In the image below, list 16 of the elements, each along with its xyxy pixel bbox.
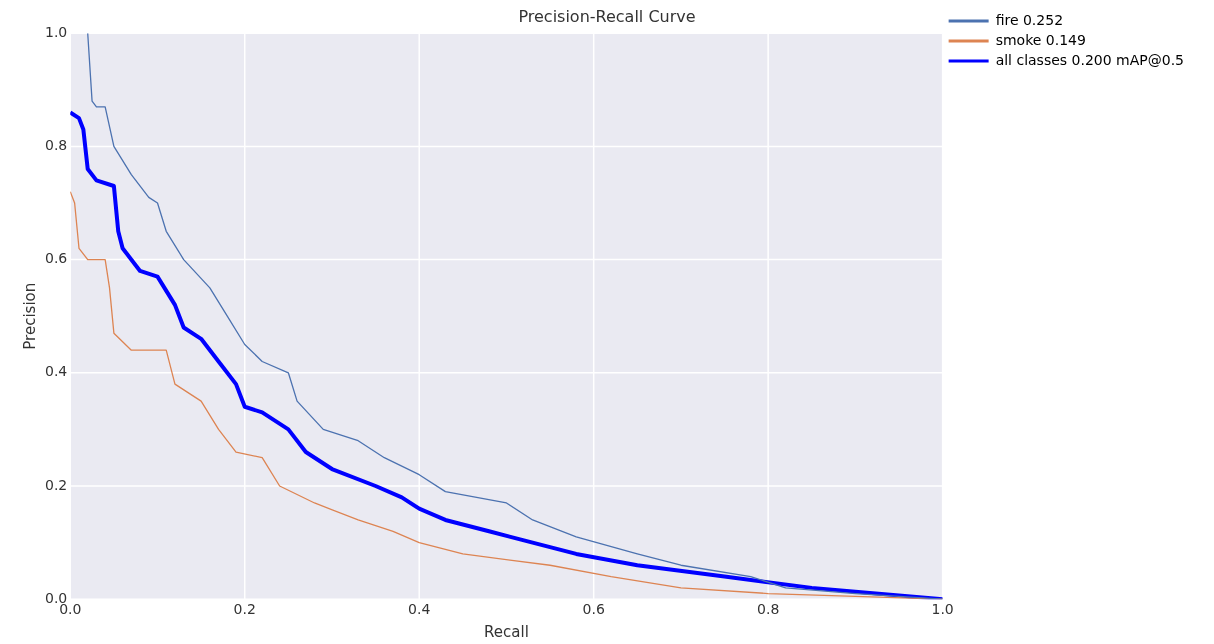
y-tick-label: 0.8 bbox=[45, 137, 68, 154]
x-tick-label: 1.0 bbox=[931, 601, 954, 618]
chart-title: Precision-Recall Curve bbox=[518, 6, 696, 26]
legend-label: fire 0.252 bbox=[995, 11, 1064, 28]
x-axis-title: Recall bbox=[484, 622, 529, 641]
y-tick-label: 0.4 bbox=[45, 363, 68, 380]
y-axis-title: Precision bbox=[20, 282, 39, 350]
y-tick-label: 0.2 bbox=[45, 476, 68, 493]
legend-label: all classes 0.200 mAP@0.5 bbox=[995, 51, 1184, 68]
x-tick-label: 0.8 bbox=[757, 601, 780, 618]
x-tick-label: 0.2 bbox=[233, 601, 256, 618]
x-tick-label: 0.6 bbox=[582, 601, 605, 618]
x-tick-label: 0.4 bbox=[408, 601, 431, 618]
y-tick-label: 0.6 bbox=[45, 250, 68, 267]
y-tick-label: 1.0 bbox=[45, 23, 68, 40]
legend-label: smoke 0.149 bbox=[995, 31, 1086, 48]
